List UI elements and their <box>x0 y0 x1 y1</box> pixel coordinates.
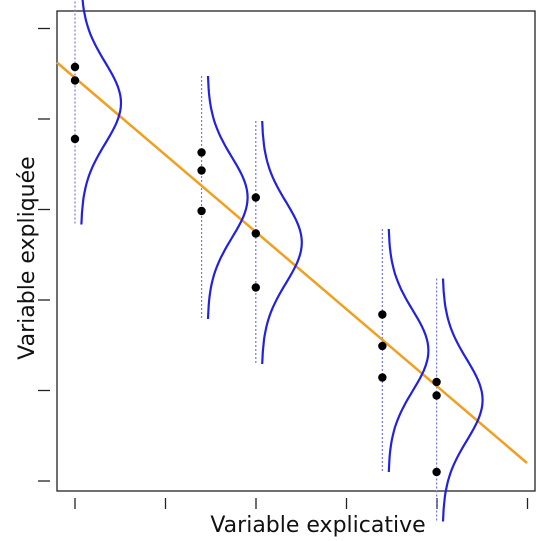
data-point <box>70 76 80 85</box>
y-axis-label: Variable expliquée <box>15 156 40 359</box>
data-point <box>378 310 387 319</box>
plot-frame <box>56 10 536 492</box>
density-curve <box>206 75 249 320</box>
data-point <box>378 341 387 351</box>
data-point <box>251 283 260 292</box>
data-point <box>197 166 206 175</box>
data-point <box>432 377 441 387</box>
density-curve <box>441 278 484 522</box>
data-point <box>251 229 260 238</box>
data-point <box>432 391 441 400</box>
regression-layer <box>56 61 528 464</box>
data-points <box>70 62 441 477</box>
data-point <box>251 193 260 202</box>
data-point <box>197 206 206 216</box>
data-point <box>70 62 80 72</box>
axis-ticks <box>38 27 529 509</box>
density-curve <box>387 228 430 473</box>
x-axis-label: Variable explicative <box>210 513 425 538</box>
guide-lines <box>74 0 438 522</box>
data-point <box>432 467 441 477</box>
density-curve <box>261 120 303 365</box>
regression-line <box>56 61 528 464</box>
data-point <box>70 134 80 144</box>
data-point <box>378 373 387 382</box>
plot-area <box>56 10 536 492</box>
density-curves <box>80 0 484 522</box>
data-point <box>197 148 206 157</box>
density-curve <box>80 0 123 225</box>
